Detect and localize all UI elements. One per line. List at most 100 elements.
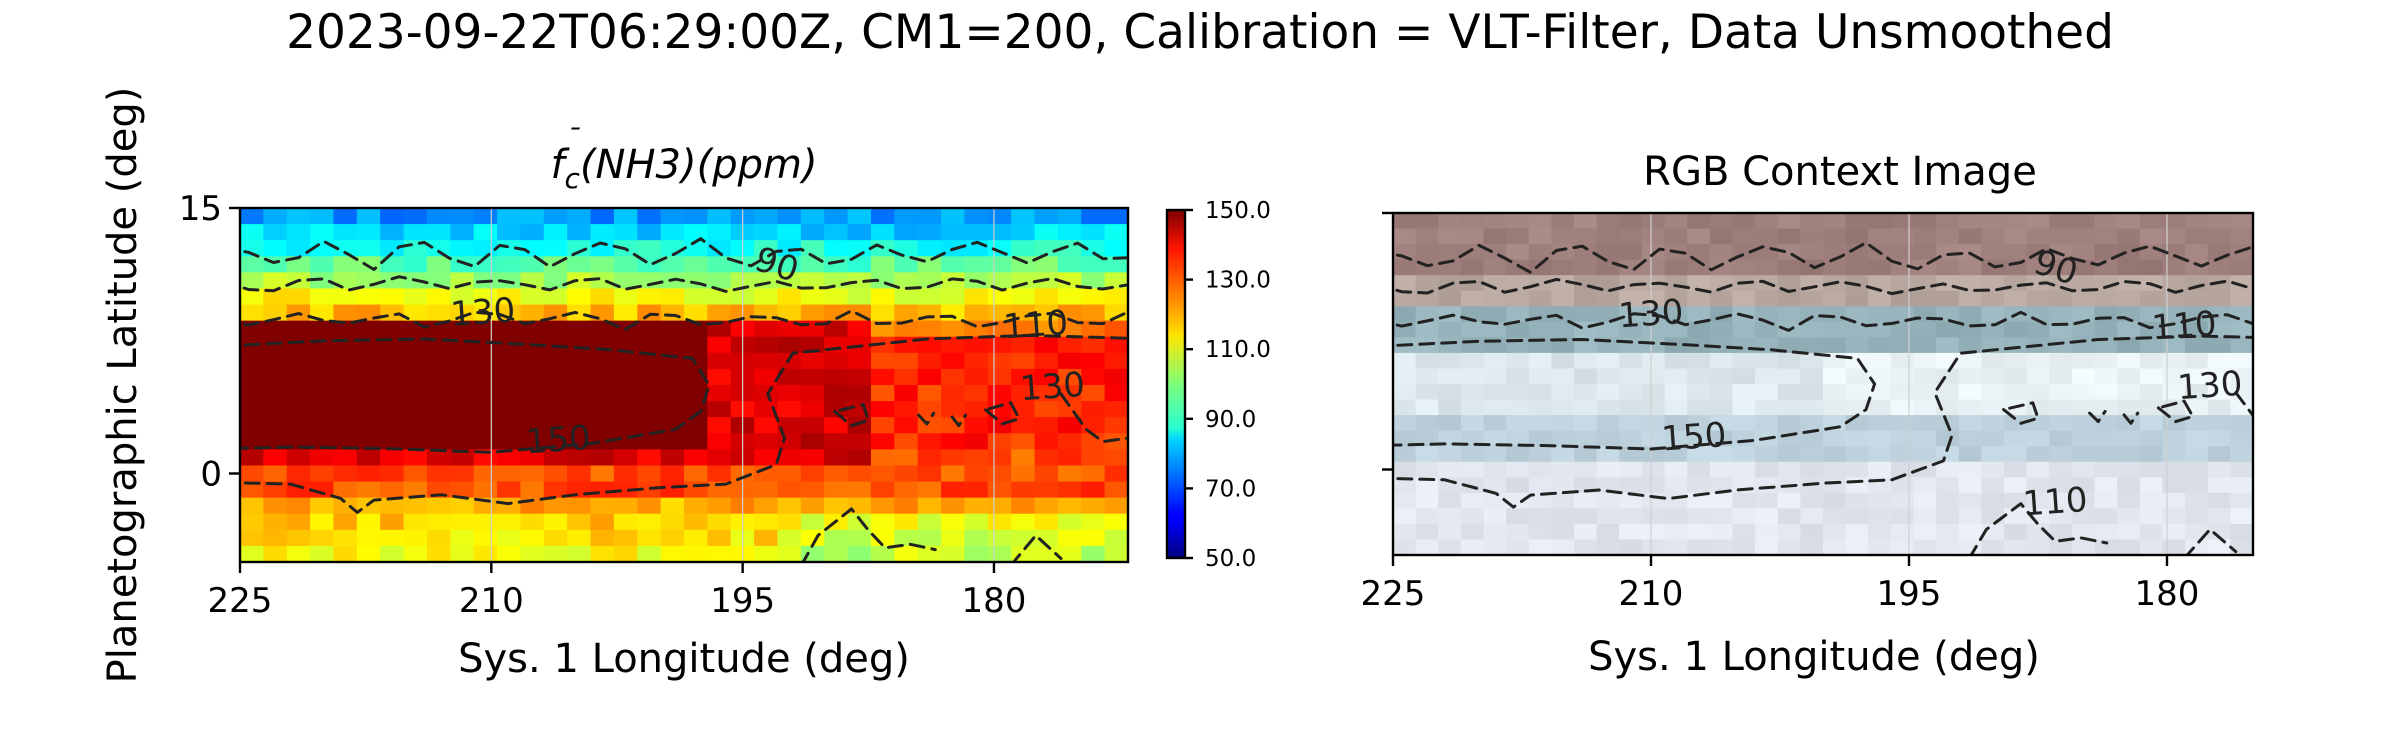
heatmap-cell [263, 481, 288, 499]
heatmap-cell [497, 497, 522, 515]
heatmap-cell [2230, 384, 2253, 401]
contour-label: 110 [2021, 480, 2089, 524]
heatmap-cell [1011, 497, 1036, 515]
heatmap-cell [1596, 368, 1620, 385]
heatmap-cell [1011, 352, 1036, 370]
heatmap-cell [286, 417, 311, 434]
heatmap-cell [964, 465, 989, 483]
contour-line [1393, 310, 2253, 332]
heatmap-cell [1034, 545, 1059, 562]
heatmap-cell [543, 368, 568, 386]
heatmap-cell [2162, 275, 2186, 292]
heatmap-cell [1415, 461, 1439, 478]
heatmap-cell [1528, 430, 1553, 447]
heatmap-cell [894, 513, 919, 531]
heatmap-cell [1596, 290, 1620, 307]
heatmap-cell [2094, 508, 2118, 525]
heatmap-cell [754, 545, 779, 562]
heatmap-cell [894, 465, 919, 483]
heatmap-cell [2117, 368, 2141, 385]
heatmap-cell [2117, 523, 2141, 541]
heatmap-cell [917, 336, 942, 354]
heatmap-cell [1913, 259, 1937, 276]
heatmap-cell [380, 224, 405, 241]
heatmap-cell [1081, 272, 1106, 290]
heatmap-cell [2230, 228, 2253, 245]
heatmap-cell [847, 545, 872, 562]
heatmap-cell [1709, 368, 1734, 385]
heatmap-cell [2071, 384, 2096, 401]
heatmap-cell [2139, 461, 2164, 478]
heatmap-cell [754, 224, 779, 241]
heatmap-cell [1936, 384, 1960, 401]
heatmap-cell [1438, 368, 1462, 385]
heatmap-cell [1687, 508, 1711, 525]
heatmap-cell [356, 401, 381, 418]
heatmap-cell [1596, 477, 1620, 494]
heatmap-cell [356, 545, 381, 562]
heatmap-cell [1619, 492, 1643, 509]
heatmap-cell [2071, 492, 2096, 509]
heatmap-cell [1755, 492, 1779, 509]
heatmap-cell [1596, 228, 1620, 245]
heatmap-cell [800, 272, 825, 290]
heatmap-cell [684, 513, 708, 531]
heatmap-cell [1574, 228, 1598, 245]
heatmap-cell [1619, 446, 1643, 463]
heatmap-cell [356, 288, 381, 306]
heatmap-cell [1011, 385, 1036, 402]
heatmap-cell [1551, 446, 1575, 463]
heatmap-cell [1506, 539, 1530, 555]
heatmap-cell [1528, 259, 1553, 276]
heatmap-cell [1981, 290, 2005, 307]
heatmap-cell [1868, 259, 1892, 276]
heatmap-cell [637, 385, 662, 402]
heatmap-cell [870, 481, 895, 499]
heatmap-cell [964, 545, 989, 562]
heatmap-cell [637, 401, 662, 418]
heatmap-cell [240, 224, 264, 241]
heatmap-cell [1104, 368, 1128, 386]
heatmap-cell [1958, 352, 1983, 370]
heatmap-cell [2071, 259, 2096, 276]
heatmap-cell [1438, 290, 1462, 307]
heatmap-cell [1664, 384, 1688, 401]
heatmap-cell [1687, 259, 1711, 276]
heatmap-cell [1913, 228, 1937, 245]
heatmap-cell [2071, 477, 2096, 494]
heatmap-cell [1057, 288, 1082, 306]
heatmap-cell [870, 513, 895, 531]
heatmap-cell [2071, 461, 2096, 478]
heatmap-cell [240, 433, 264, 450]
heatmap-cell [1823, 213, 1847, 230]
heatmap-cell [1528, 446, 1553, 463]
heatmap-cell [1011, 465, 1036, 483]
heatmap-cell [590, 320, 615, 338]
heatmap-cell [286, 288, 311, 306]
heatmap-cell [543, 465, 568, 483]
heatmap-cell [1641, 508, 1666, 525]
heatmap-cell [964, 336, 989, 354]
heatmap-cell [941, 320, 966, 338]
heatmap-cell [590, 433, 615, 450]
heatmap-cell [894, 497, 919, 515]
heatmap-cell [1551, 290, 1575, 307]
heatmap-cell [310, 417, 335, 434]
contour-line [2122, 411, 2140, 425]
heatmap-cell [1732, 384, 1756, 401]
heatmap-cell [380, 385, 405, 402]
heatmap-cell [824, 545, 849, 562]
heatmap-cell [1709, 290, 1734, 307]
heatmap-cell [497, 368, 522, 386]
heatmap-cell [356, 513, 381, 531]
heatmap-cell [1936, 321, 1960, 338]
heatmap-cell [1755, 259, 1779, 276]
heatmap-cell [2049, 259, 2073, 276]
heatmap-cell [450, 433, 475, 450]
heatmap-cell [707, 529, 732, 547]
heatmap-cell [2117, 446, 2141, 463]
heatmap-cell [380, 449, 405, 467]
heatmap-cell [707, 481, 732, 499]
heatmap-cell [2162, 477, 2186, 494]
